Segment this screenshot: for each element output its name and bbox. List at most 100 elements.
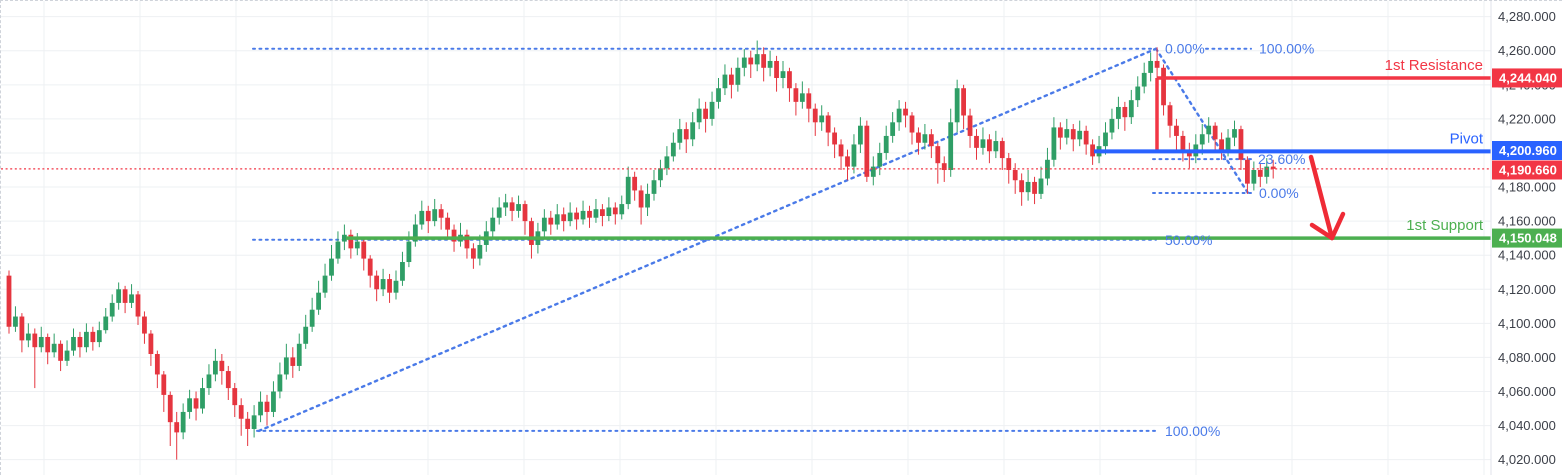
candle-body: [445, 217, 450, 230]
candle-body: [283, 357, 289, 375]
price-badge-value: 4,244.040: [1499, 70, 1557, 85]
candle-body: [709, 101, 715, 119]
candle-body: [658, 168, 663, 181]
candle-body: [393, 280, 399, 293]
axis-layer[interactable]: 4,020.000 4,040.000 4,060.000 4,080.000 4,10…: [1490, 1, 1562, 475]
candle-body: [1212, 125, 1218, 140]
candle-body: [174, 422, 180, 433]
axis-tick-label: 4,160.000: [1498, 214, 1556, 229]
candle-body: [509, 202, 515, 211]
candle-body: [664, 156, 670, 169]
arrow-layer[interactable]: [1308, 154, 1346, 241]
candle-body: [928, 134, 934, 147]
candle-body: [167, 394, 173, 423]
candle-body: [503, 202, 509, 208]
candle-body: [451, 229, 457, 242]
levels-layer[interactable]: [346, 76, 1491, 240]
candle-body: [490, 217, 496, 232]
candle-body: [471, 248, 476, 259]
candle-body: [1154, 60, 1160, 68]
candle-body: [780, 71, 786, 79]
candle-body: [309, 309, 315, 327]
candle-body: [1167, 105, 1173, 126]
candle-body: [767, 60, 773, 68]
candle-body: [1206, 125, 1212, 135]
candle-body: [387, 279, 392, 293]
candle-body: [367, 258, 373, 276]
candle-body: [645, 193, 650, 208]
candle-body: [1199, 134, 1205, 145]
candle-body: [161, 374, 167, 395]
candle-body: [1122, 106, 1128, 118]
candle-body: [1083, 130, 1089, 145]
candle-body: [1116, 106, 1121, 119]
candle-body: [980, 139, 986, 148]
candle-body: [741, 57, 747, 68]
candle-body: [941, 163, 947, 171]
candle-body: [677, 129, 683, 143]
price-badge-value: 4,150.048: [1499, 231, 1557, 246]
candle-body: [1174, 125, 1179, 136]
price-badge: [1492, 141, 1562, 160]
candle-body: [651, 180, 657, 194]
candle-body: [187, 398, 192, 412]
candle-body: [851, 144, 857, 167]
candle-body: [735, 67, 741, 85]
pivot-label: Pivot: [1450, 130, 1484, 147]
candle-body: [567, 212, 573, 222]
axis-tick-label: 4,040.000: [1498, 418, 1556, 433]
fib-level-label: 50.00%: [1165, 232, 1212, 248]
candle-body: [974, 135, 979, 148]
candle-body: [922, 134, 928, 143]
candle-body: [1270, 166, 1276, 169]
candle-body: [541, 217, 547, 232]
candle-body: [238, 405, 244, 419]
candle-body: [374, 275, 380, 290]
candle-body: [935, 146, 941, 164]
candle-body: [1012, 170, 1018, 181]
candle-body: [148, 333, 154, 355]
candle-body: [993, 141, 999, 152]
candle-body: [1019, 180, 1025, 193]
candle-body: [548, 217, 554, 225]
candle-body: [690, 122, 696, 140]
candle-body: [251, 415, 257, 429]
candle-body: [109, 302, 115, 317]
candle-body: [696, 108, 702, 123]
axis-tick-label: 4,020.000: [1498, 452, 1556, 467]
candle-body: [793, 88, 799, 102]
candle-body: [58, 343, 63, 361]
candle-body: [1180, 135, 1186, 150]
price-badge: [1492, 160, 1562, 180]
projection-arrow-shaft[interactable]: [1308, 154, 1335, 241]
candle-body: [135, 294, 141, 317]
candle-body: [774, 60, 779, 79]
candle-body: [206, 374, 212, 389]
candle-body: [84, 331, 89, 348]
candle-body: [213, 360, 218, 375]
axis-tick-label: 4,060.000: [1498, 384, 1556, 399]
candle-body: [754, 54, 760, 65]
candle-body: [1090, 144, 1095, 157]
candle-body: [425, 210, 431, 222]
candle-body: [1045, 159, 1050, 179]
fib-trendline[interactable]: [1154, 47, 1250, 195]
candle-body: [129, 294, 134, 303]
candle-body: [1219, 139, 1224, 150]
candle-body: [799, 93, 805, 102]
candle-body: [1077, 130, 1083, 140]
fib-layer[interactable]: [252, 47, 1252, 433]
fib-level-label: 0.00%: [1165, 41, 1205, 57]
fib-trendline[interactable]: [257, 47, 1158, 433]
candle-body: [877, 152, 883, 167]
candle-body: [729, 74, 734, 85]
fib-level-label: 100.00%: [1165, 423, 1220, 439]
candle-body: [322, 275, 328, 293]
candle-body: [716, 88, 721, 102]
candle-body: [954, 88, 960, 123]
candle-body: [670, 142, 676, 157]
candle-body: [406, 241, 412, 263]
candle-body: [1135, 86, 1141, 101]
